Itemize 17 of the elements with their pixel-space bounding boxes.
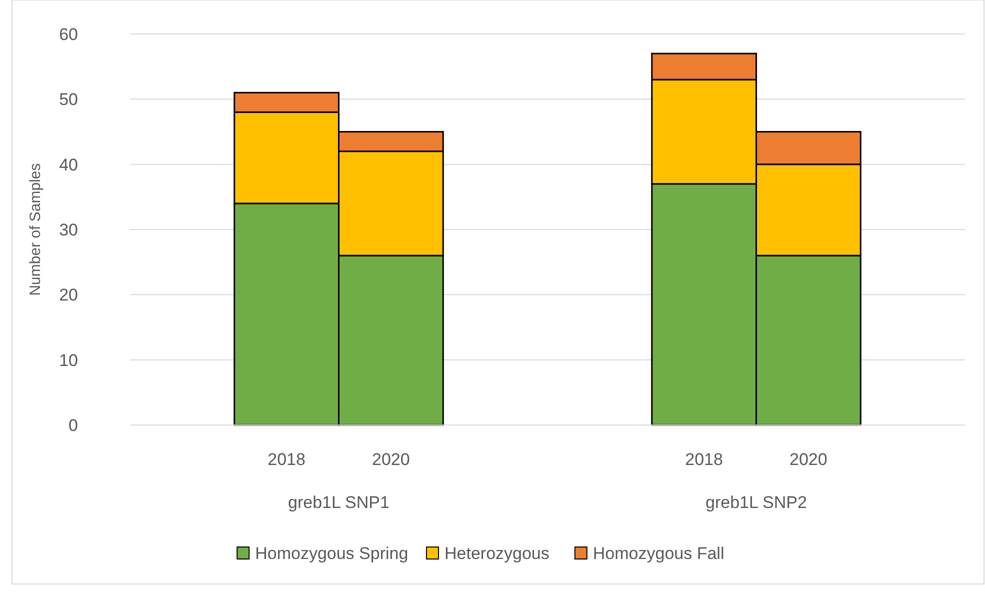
x-tick-label: 2020 xyxy=(790,450,828,469)
y-tick-label: 10 xyxy=(59,350,78,370)
y-tick-label: 50 xyxy=(59,90,78,110)
legend-label: Homozygous Fall xyxy=(592,544,724,563)
y-tick-label: 30 xyxy=(59,220,78,240)
y-tick-label: 60 xyxy=(59,25,78,44)
legend-label: Homozygous Spring xyxy=(255,544,408,563)
y-tick-label: 0 xyxy=(68,416,78,435)
y-axis-title: Number of Samples xyxy=(27,163,44,296)
x-tick-label: 2020 xyxy=(372,450,410,469)
text: greb1L SNP2 xyxy=(706,493,807,512)
x-tick-label: 2018 xyxy=(685,450,723,469)
y-tick-label: 40 xyxy=(59,155,78,174)
legend-label: Heterozygous xyxy=(444,544,550,563)
y-tick-label: 20 xyxy=(59,286,78,305)
text: greb1L SNP1 xyxy=(288,493,390,512)
x-tick-label: 2018 xyxy=(268,450,306,469)
